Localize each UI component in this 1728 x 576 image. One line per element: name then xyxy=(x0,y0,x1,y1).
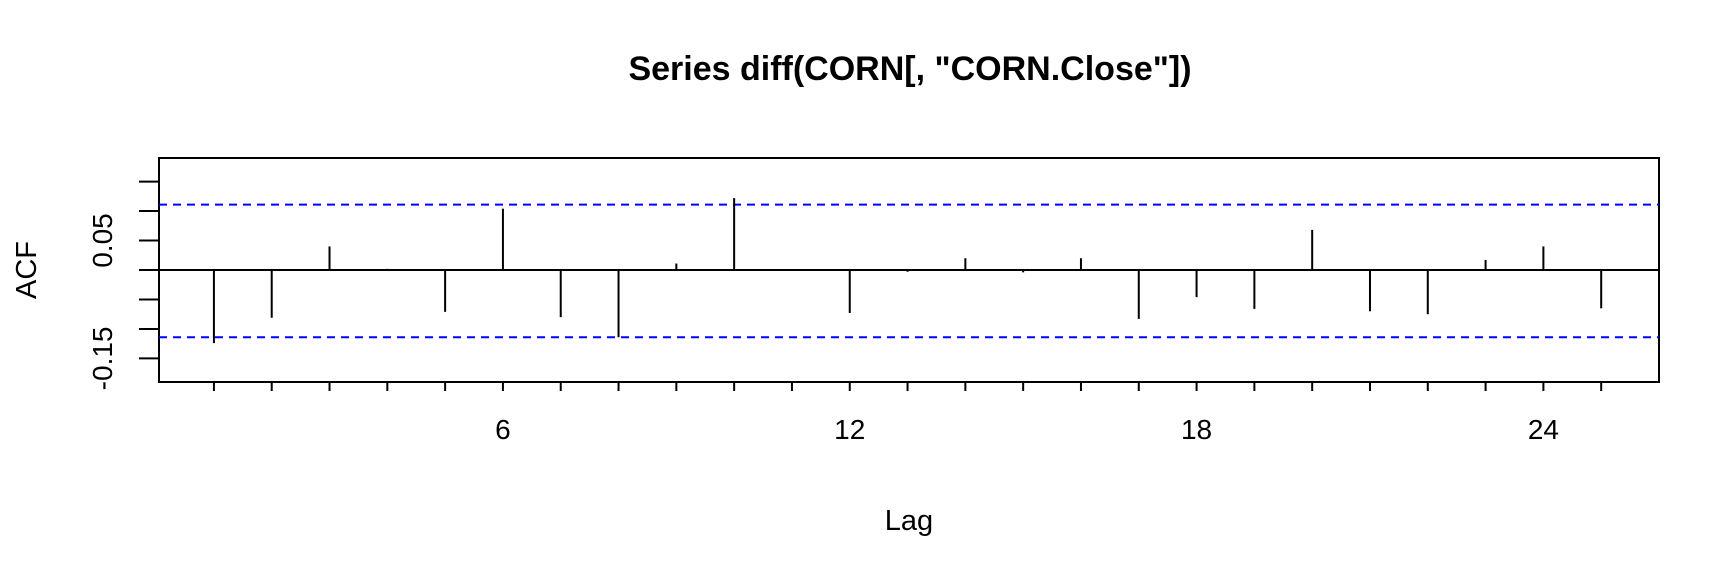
y-tick-label: -0.15 xyxy=(87,327,118,391)
x-tick-label: 24 xyxy=(1528,414,1559,445)
x-tick-label: 12 xyxy=(834,414,865,445)
y-axis-label: ACF xyxy=(11,241,43,299)
y-axis: -0.15 0.05 xyxy=(87,180,159,391)
acf-bars xyxy=(159,198,1659,344)
x-axis: 6 12 18 24 xyxy=(212,382,1603,445)
x-tick-label: 18 xyxy=(1181,414,1212,445)
x-axis-label: Lag xyxy=(885,505,933,537)
y-tick-label: 0.05 xyxy=(87,213,118,267)
x-tick-label: 6 xyxy=(495,414,511,445)
chart-title: Series diff(CORN[, "CORN.Close"]) xyxy=(628,50,1191,88)
